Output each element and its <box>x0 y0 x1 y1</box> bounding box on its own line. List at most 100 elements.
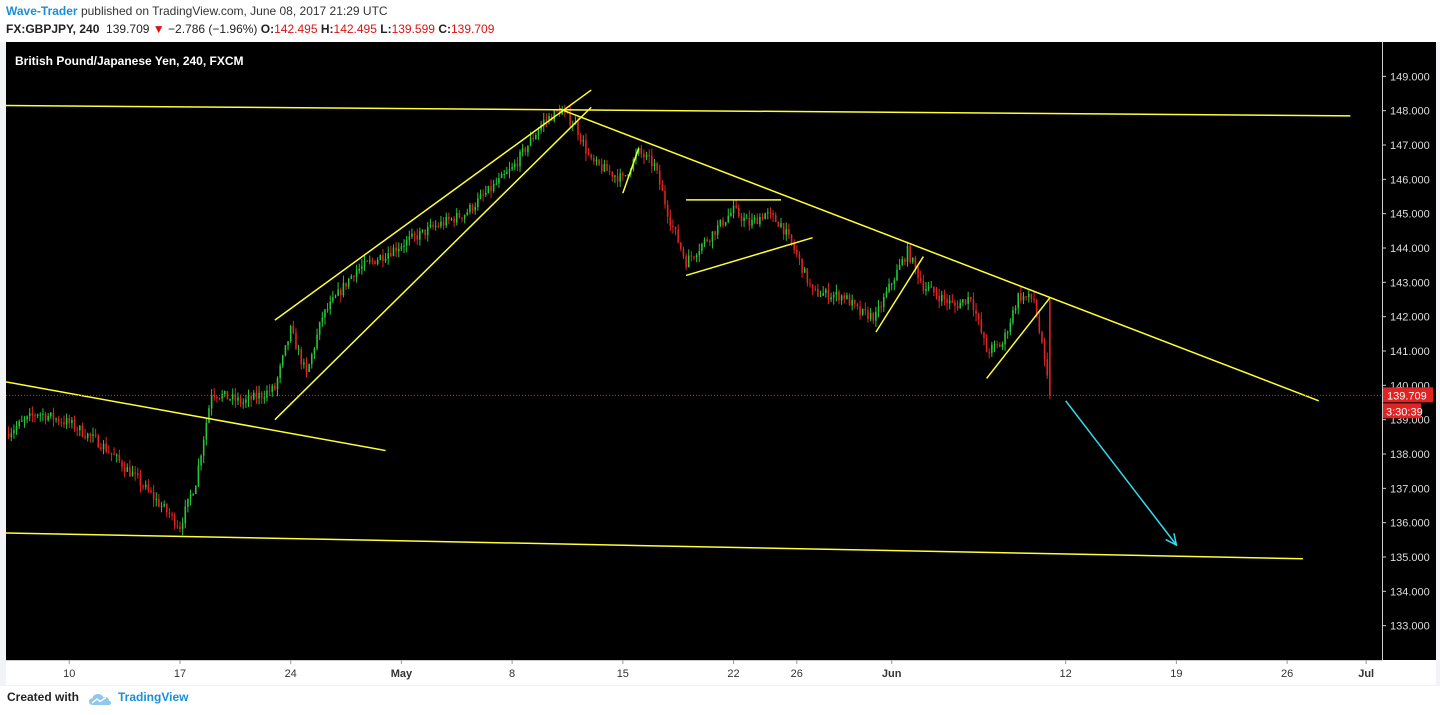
candle-down <box>218 398 221 400</box>
candle-down <box>761 216 764 220</box>
candle-up <box>358 268 361 271</box>
candle-up <box>297 349 300 351</box>
candle-up <box>832 294 835 298</box>
candle-up <box>753 217 756 220</box>
candle-down <box>838 291 840 301</box>
candle-down <box>437 225 440 227</box>
time-tick-label: 17 <box>174 668 186 680</box>
candle-down <box>255 392 258 399</box>
candle-up <box>535 134 537 140</box>
candle-up <box>361 266 363 269</box>
candle-down <box>917 267 919 279</box>
candle-up <box>65 418 68 425</box>
candle-up <box>492 183 495 191</box>
price-tick-label: 138.000 <box>1390 449 1430 461</box>
candle-up <box>930 286 933 288</box>
author-link[interactable]: Wave-Trader <box>6 4 78 18</box>
candle-down <box>150 490 152 493</box>
price-chart[interactable]: British Pound/Japanese Yen, 240, FXCM 14… <box>5 42 1436 685</box>
candle-up <box>350 275 353 279</box>
candle-down <box>216 396 218 399</box>
price-axis-panel[interactable] <box>1382 42 1436 660</box>
candle-up <box>79 425 81 431</box>
candle-down <box>1035 300 1038 317</box>
candle-up <box>619 173 621 182</box>
symbol-ohlc-bar: FX:GBPJPY, 240 139.709 ▼ −2.786 (−1.96%)… <box>6 22 494 36</box>
candle-down <box>690 255 693 257</box>
candle-down <box>814 288 817 290</box>
candle-up <box>197 465 200 486</box>
trendline <box>685 236 813 277</box>
candle-down <box>677 229 679 243</box>
candle-up <box>392 247 395 257</box>
candle-down <box>471 204 474 211</box>
candle-down <box>1046 359 1049 376</box>
candle-down <box>31 413 34 416</box>
price-tick-label: 142.000 <box>1390 312 1430 324</box>
candle-up <box>242 402 245 404</box>
candle-down <box>226 391 229 400</box>
candle-up <box>221 394 223 399</box>
candle-down <box>458 212 461 218</box>
candle-down <box>416 235 419 240</box>
chart-area[interactable]: British Pound/Japanese Yen, 240, FXCM 14… <box>5 42 1436 685</box>
candle-down <box>89 433 92 436</box>
candle-down <box>569 112 571 125</box>
candle-up <box>195 485 197 494</box>
chart-header: Wave-Trader published on TradingView.com… <box>0 0 1440 42</box>
tradingview-link[interactable]: TradingView <box>118 690 189 704</box>
candle-up <box>498 178 500 184</box>
candle-up <box>637 147 640 155</box>
candle-down <box>371 260 374 262</box>
candle-up <box>368 260 371 262</box>
candle-up <box>711 231 714 242</box>
candle-up <box>47 416 49 421</box>
candle-up <box>200 455 202 466</box>
candle-up <box>289 326 292 342</box>
time-tick-label: Jul <box>1358 668 1374 680</box>
candle-up <box>160 506 163 508</box>
footer: Created with TradingView <box>0 686 1440 715</box>
candle-up <box>645 154 648 158</box>
candle-down <box>848 295 851 306</box>
candle-down <box>123 467 126 472</box>
candle-up <box>751 219 753 226</box>
candle-up <box>469 204 471 213</box>
candle-up <box>10 433 13 438</box>
price-tick-label: 145.000 <box>1390 209 1430 221</box>
candle-down <box>374 260 376 264</box>
candle-down <box>118 454 121 462</box>
candle-up <box>993 344 996 346</box>
candle-up <box>561 111 563 115</box>
drawings-group <box>5 89 1351 560</box>
price-tick-label: 135.000 <box>1390 552 1430 564</box>
candle-down <box>134 472 136 474</box>
candle-down <box>938 295 940 302</box>
candle-down <box>669 216 672 226</box>
candle-up <box>187 498 189 507</box>
forecast-arrow-head <box>1165 533 1178 547</box>
candle-down <box>933 286 935 293</box>
candle-up <box>732 205 735 213</box>
time-axis-panel[interactable] <box>6 660 1436 685</box>
candle-down <box>593 157 595 162</box>
tradingview-cloud-icon[interactable] <box>88 692 112 706</box>
candle-up <box>324 309 326 318</box>
candle-up <box>342 282 345 296</box>
candle-down <box>395 247 397 252</box>
trendline <box>5 104 1351 117</box>
candle-down <box>843 295 846 299</box>
candle-down <box>413 233 416 236</box>
candle-down <box>714 231 716 235</box>
price-tick-label: 137.000 <box>1390 483 1430 495</box>
candle-down <box>598 159 600 165</box>
candle-up <box>419 231 421 240</box>
candle-down <box>680 242 682 249</box>
candle-down <box>977 313 980 320</box>
candle-down <box>975 310 977 314</box>
candle-up <box>822 293 824 296</box>
candle-down <box>234 394 237 401</box>
time-tick-label: 26 <box>791 668 803 680</box>
price-tick-label: 134.000 <box>1390 586 1430 598</box>
candle-down <box>656 163 658 171</box>
